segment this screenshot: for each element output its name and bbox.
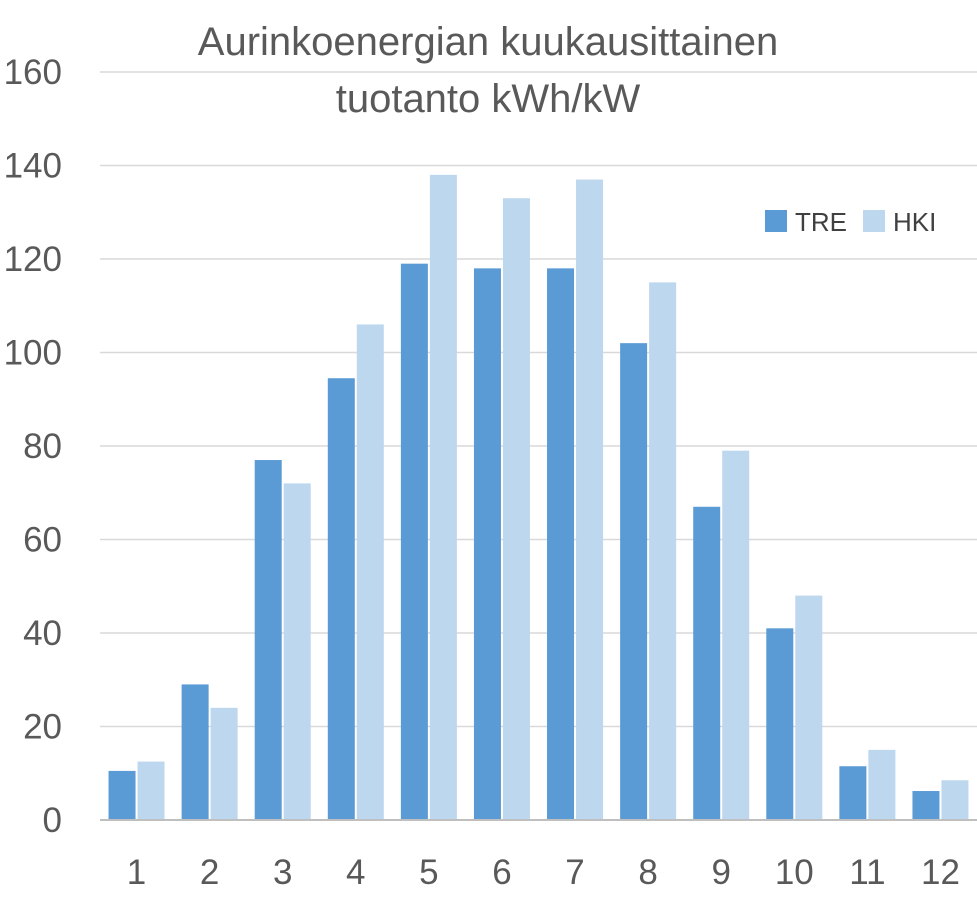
bar-hki-3 [283, 483, 311, 820]
x-tick-label: 10 [775, 853, 814, 892]
legend-swatch-hki [863, 210, 885, 232]
bar-hki-7 [576, 179, 604, 820]
bar-tre-4 [327, 378, 355, 820]
bar-tre-2 [181, 684, 209, 820]
y-tick-label: 20 [23, 708, 62, 747]
y-tick-label: 120 [4, 240, 62, 279]
x-tick-label: 3 [273, 853, 292, 892]
bar-tre-7 [547, 268, 575, 821]
x-tick-label: 4 [346, 853, 365, 892]
bar-tre-8 [620, 343, 648, 820]
x-tick-label: 11 [849, 853, 885, 892]
bar-hki-5 [429, 174, 457, 821]
chart-title-line-2: tuotanto kWh/kW [336, 77, 641, 121]
bar-tre-10 [766, 628, 794, 820]
x-tick-label: 5 [419, 853, 438, 892]
y-axis-ticks: 0 20 40 60 80 100 120 140 160 [4, 53, 62, 840]
gridlines [100, 71, 977, 728]
y-tick-label: 100 [4, 334, 62, 373]
bar-tre-6 [473, 268, 501, 821]
legend: TRE HKI [765, 207, 936, 237]
x-tick-label: 9 [711, 853, 730, 892]
y-tick-label: 0 [43, 801, 62, 840]
bar-hki-10 [795, 595, 823, 820]
bar-tre-9 [693, 506, 721, 820]
bar-hki-12 [941, 780, 969, 820]
x-tick-label: 7 [565, 853, 584, 892]
bar-tre-11 [839, 766, 867, 820]
x-tick-label: 6 [492, 853, 511, 892]
y-tick-label: 140 [4, 147, 62, 186]
y-tick-label: 40 [23, 614, 62, 653]
chart-title-line-1: Aurinkoenergian kuukausittainen [198, 20, 778, 64]
bar-hki-1 [137, 761, 165, 820]
bar-hki-9 [722, 450, 750, 820]
bar-tre-1 [108, 770, 136, 820]
bar-hki-4 [356, 324, 384, 820]
legend-swatch-tre [765, 210, 787, 232]
x-tick-label: 1 [127, 853, 146, 892]
bar-tre-3 [254, 460, 282, 820]
x-tick-label: 12 [921, 853, 960, 892]
bar-hki-6 [502, 198, 530, 821]
bar-tre-12 [912, 791, 940, 820]
y-tick-label: 160 [4, 53, 62, 92]
legend-label-tre: TRE [795, 207, 847, 237]
legend-label-hki: HKI [893, 207, 936, 237]
bar-hki-11 [868, 749, 896, 820]
bars [108, 174, 969, 821]
y-tick-label: 60 [23, 521, 62, 560]
bar-hki-8 [649, 282, 677, 820]
x-axis-ticks: 1 2 3 4 5 6 7 8 9 10 11 12 [127, 853, 960, 892]
bar-hki-2 [210, 707, 238, 820]
y-tick-label: 80 [23, 427, 62, 466]
x-tick-label: 8 [638, 853, 657, 892]
chart-title: Aurinkoenergian kuukausittainen tuotanto… [198, 20, 778, 121]
x-tick-label: 2 [200, 853, 219, 892]
bar-tre-5 [400, 263, 428, 820]
